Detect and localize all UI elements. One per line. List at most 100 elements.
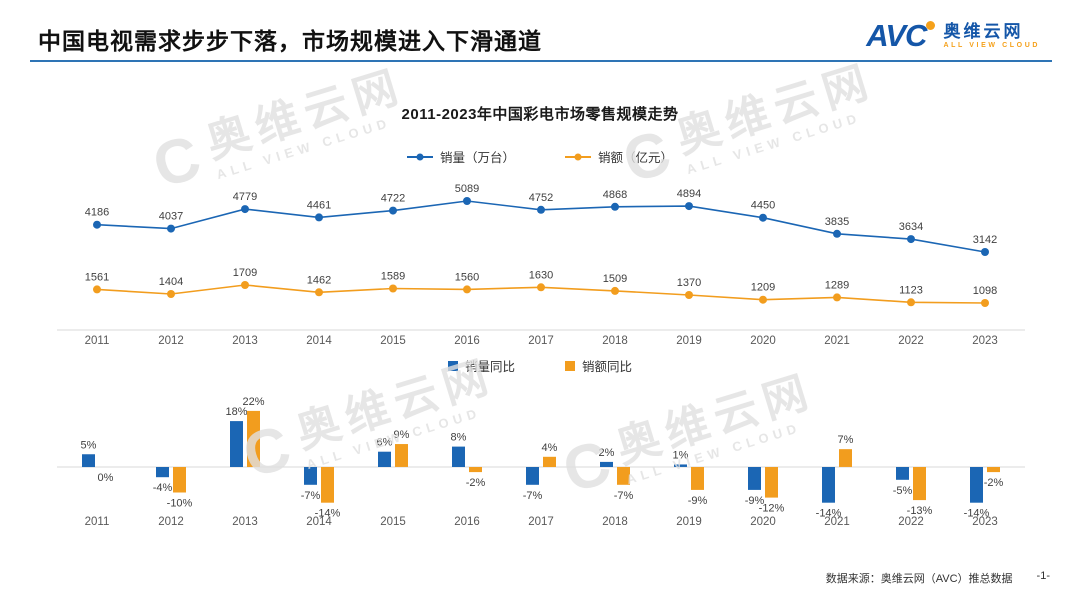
- legend-label-sales-volume: 销量（万台）: [439, 151, 515, 165]
- legend-item-sales-value: 销额（亿元）: [565, 147, 673, 166]
- svg-text:3634: 3634: [899, 221, 923, 233]
- svg-text:-7%: -7%: [523, 490, 543, 502]
- svg-text:-9%: -9%: [745, 495, 765, 507]
- svg-text:7%: 7%: [838, 434, 854, 446]
- avc-logo-name-en: ALL VIEW CLOUD: [943, 41, 1040, 49]
- svg-text:3835: 3835: [825, 216, 849, 228]
- svg-text:1209: 1209: [751, 282, 775, 294]
- svg-text:4186: 4186: [85, 207, 109, 219]
- avc-logo: AVC 奥维云网 ALL VIEW CLOUD: [866, 20, 1040, 51]
- svg-text:4037: 4037: [159, 211, 183, 223]
- svg-text:2017: 2017: [528, 516, 554, 528]
- svg-text:4868: 4868: [603, 189, 627, 201]
- legend-item-volume-yoy: 销量同比: [447, 356, 515, 375]
- svg-text:2014: 2014: [306, 335, 332, 347]
- svg-text:1404: 1404: [159, 276, 183, 288]
- svg-text:2015: 2015: [380, 335, 406, 347]
- legend-item-sales-volume: 销量（万台）: [406, 147, 515, 166]
- svg-text:2011: 2011: [85, 516, 110, 528]
- svg-text:2%: 2%: [599, 447, 615, 459]
- svg-text:2016: 2016: [454, 335, 480, 347]
- line-chart: 4186 4037 4779 4461 4722 5089 4752 4868 4894 4450…: [57, 183, 1025, 347]
- bar-chart: 5% -4% 18% -7% 6% 8% -7% 2% 1% -9% -14% -5% -14% 0% -1…: [57, 396, 1025, 528]
- page-number: -1-: [1036, 570, 1050, 582]
- svg-text:2015: 2015: [380, 516, 406, 528]
- svg-text:3142: 3142: [973, 234, 997, 246]
- svg-text:-5%: -5%: [893, 485, 913, 497]
- avc-logo-name-cn: 奥维云网: [943, 22, 1024, 42]
- svg-text:-14%: -14%: [315, 508, 341, 520]
- svg-text:-10%: -10%: [167, 498, 193, 510]
- svg-text:2019: 2019: [676, 335, 702, 347]
- svg-text:1462: 1462: [307, 274, 331, 286]
- svg-text:1289: 1289: [825, 279, 849, 291]
- svg-text:2012: 2012: [158, 516, 184, 528]
- svg-text:9%: 9%: [394, 429, 410, 441]
- svg-text:2018: 2018: [602, 516, 628, 528]
- legend-label-volume-yoy: 销量同比: [464, 360, 515, 374]
- svg-text:2014: 2014: [306, 516, 332, 528]
- svg-text:2021: 2021: [824, 516, 850, 528]
- legend-label-value-yoy: 销额同比: [582, 360, 633, 374]
- svg-text:2016: 2016: [454, 516, 480, 528]
- avc-logo-dot-icon: [926, 21, 936, 30]
- svg-text:4%: 4%: [542, 442, 558, 454]
- line-marker-icon: [406, 155, 433, 158]
- square-marker-icon: [447, 360, 458, 371]
- svg-text:2022: 2022: [898, 335, 924, 347]
- avc-logo-names: 奥维云网 ALL VIEW CLOUD: [943, 22, 1040, 49]
- svg-text:1709: 1709: [233, 267, 257, 279]
- avc-logo-text: AVC: [866, 18, 927, 53]
- svg-text:5%: 5%: [81, 439, 97, 451]
- svg-text:2022: 2022: [898, 516, 924, 528]
- svg-text:1123: 1123: [899, 284, 923, 296]
- legend-item-value-yoy: 销额同比: [565, 356, 632, 375]
- svg-text:2013: 2013: [232, 516, 258, 528]
- svg-text:0%: 0%: [98, 472, 114, 484]
- svg-text:-12%: -12%: [759, 503, 785, 515]
- svg-text:2023: 2023: [972, 335, 998, 347]
- svg-text:1509: 1509: [603, 273, 627, 285]
- svg-text:1630: 1630: [529, 269, 553, 281]
- svg-text:4722: 4722: [381, 193, 405, 205]
- svg-text:-2%: -2%: [984, 477, 1004, 489]
- svg-text:2017: 2017: [528, 335, 554, 347]
- svg-text:4450: 4450: [751, 200, 775, 212]
- svg-text:5089: 5089: [455, 183, 479, 195]
- svg-text:-7%: -7%: [614, 490, 634, 502]
- svg-text:-2%: -2%: [466, 477, 486, 489]
- svg-text:2020: 2020: [750, 335, 776, 347]
- svg-text:2011: 2011: [85, 335, 110, 347]
- svg-text:1098: 1098: [973, 285, 997, 297]
- svg-text:2019: 2019: [676, 516, 702, 528]
- svg-text:2023: 2023: [972, 516, 998, 528]
- line-marker-icon: [565, 155, 591, 158]
- svg-text:22%: 22%: [242, 396, 264, 408]
- svg-text:2020: 2020: [750, 516, 776, 528]
- svg-text:-14%: -14%: [816, 508, 842, 520]
- svg-text:8%: 8%: [451, 432, 467, 444]
- chart-title: 2011-2023年中国彩电市场零售规模走势: [401, 106, 679, 123]
- svg-text:-4%: -4%: [153, 482, 173, 494]
- svg-text:2013: 2013: [232, 335, 258, 347]
- svg-text:18%: 18%: [225, 406, 247, 418]
- svg-text:4461: 4461: [307, 199, 331, 211]
- square-marker-icon: [565, 360, 575, 371]
- svg-text:1%: 1%: [673, 450, 689, 462]
- svg-text:-14%: -14%: [964, 508, 990, 520]
- legend-label-sales-value: 销额（亿元）: [598, 151, 674, 165]
- svg-text:4894: 4894: [677, 188, 701, 200]
- header-divider: [30, 60, 1052, 62]
- avc-logo-abbr: AVC: [866, 18, 936, 53]
- svg-text:2018: 2018: [602, 335, 628, 347]
- svg-text:1589: 1589: [381, 271, 405, 283]
- svg-text:-7%: -7%: [301, 490, 321, 502]
- svg-text:-9%: -9%: [688, 495, 708, 507]
- svg-text:2012: 2012: [158, 335, 184, 347]
- svg-text:1560: 1560: [455, 271, 479, 283]
- data-source: 数据来源：奥维云网（AVC）推总数据: [825, 573, 1013, 585]
- svg-text:4752: 4752: [529, 192, 553, 204]
- svg-text:6%: 6%: [377, 437, 393, 449]
- svg-text:1561: 1561: [85, 271, 109, 283]
